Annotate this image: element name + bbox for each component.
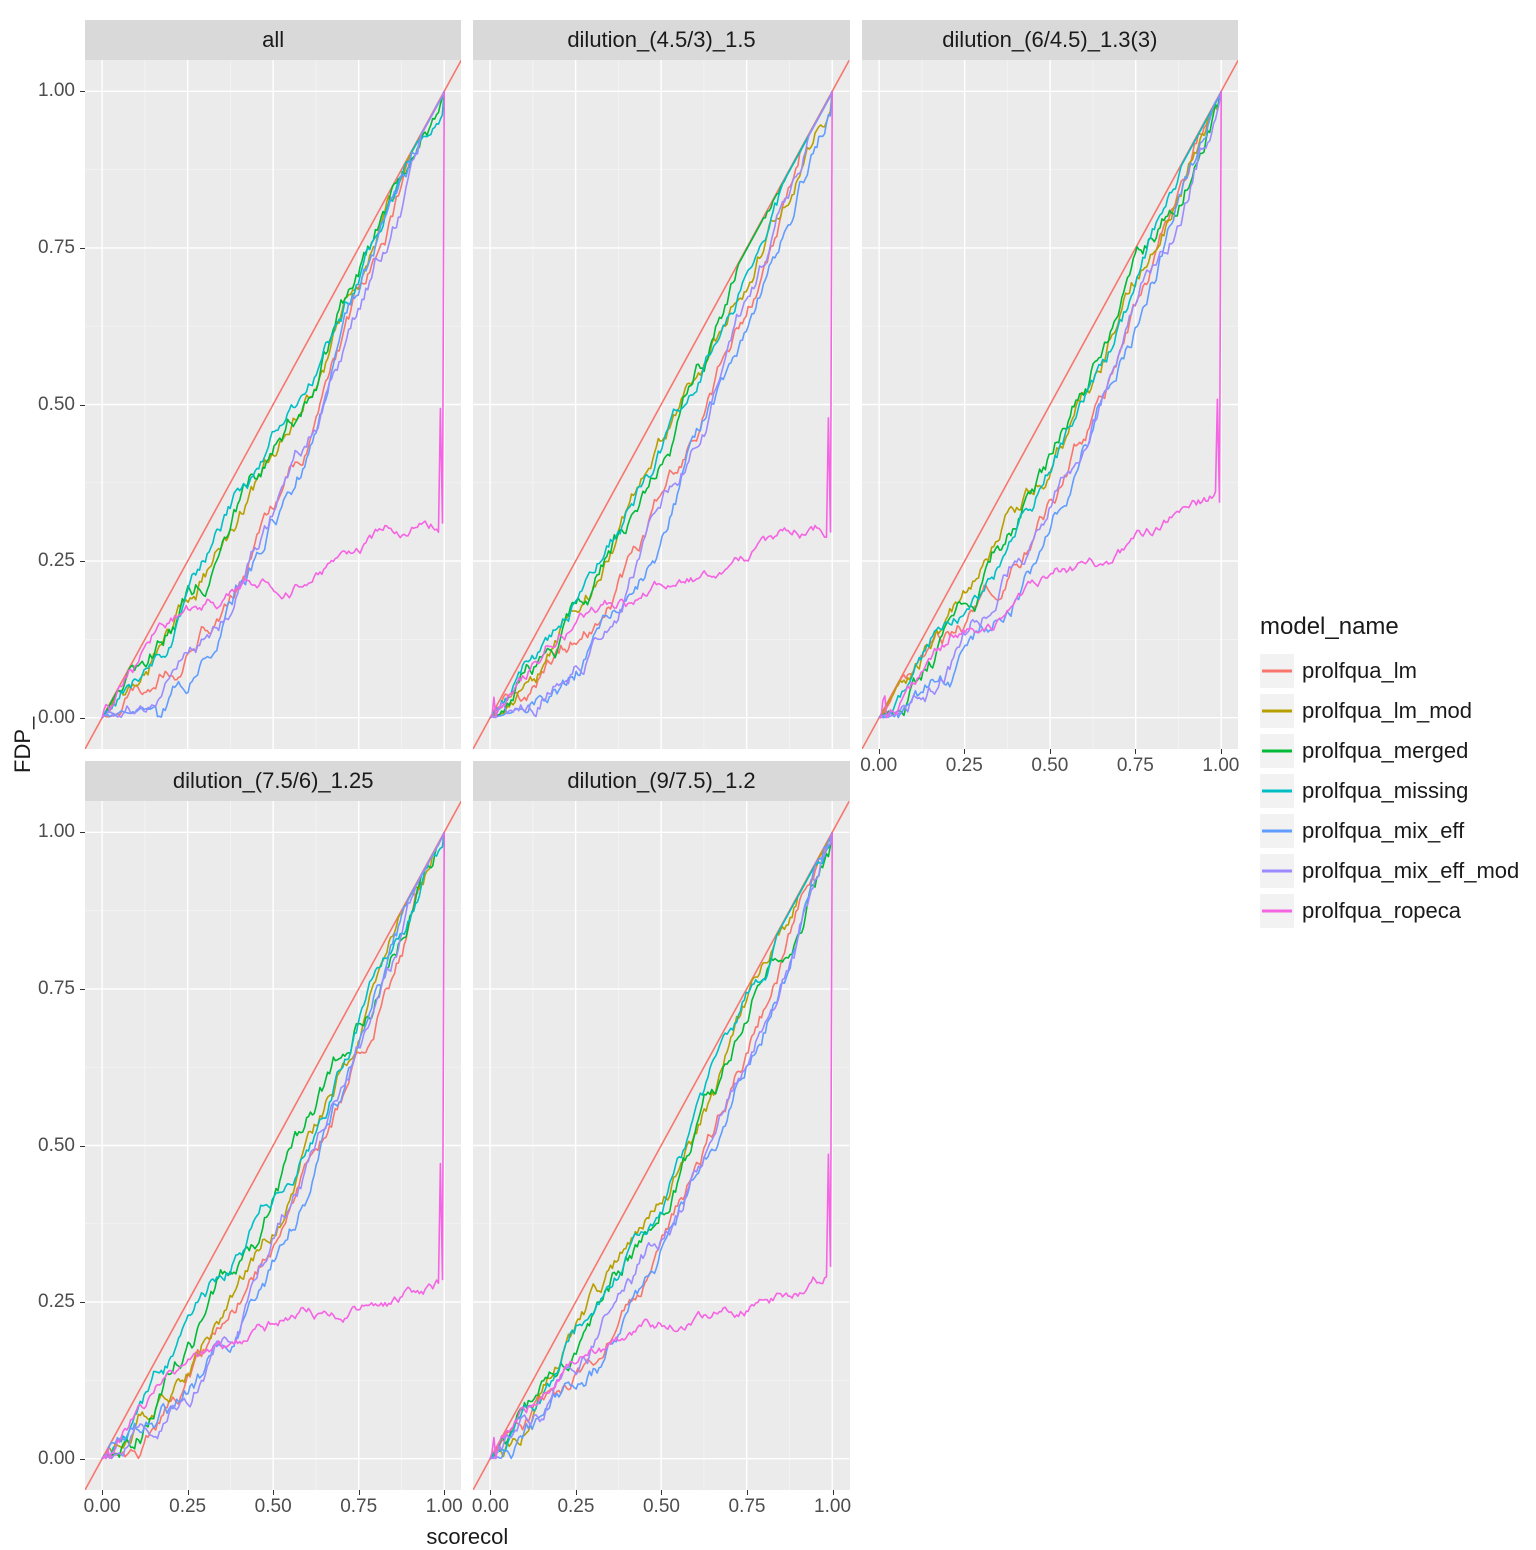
y-tick-label: 0.50 — [38, 394, 85, 416]
legend-line — [1262, 910, 1292, 913]
legend-item: prolfqua_ropeca — [1260, 891, 1519, 931]
x-tick-label: 0.25 — [557, 1490, 594, 1518]
legend-swatch — [1260, 734, 1294, 768]
y-axis-title: FDP_ — [10, 743, 36, 773]
x-tick-label: 0.75 — [1117, 749, 1154, 777]
x-tick-label: 0.50 — [1031, 749, 1068, 777]
facet: dilution_(7.5/6)_1.250.000.250.500.751.0… — [85, 761, 461, 1490]
x-tick-label: 0.00 — [84, 1490, 121, 1518]
facet: dilution_(6/4.5)_1.3(3)0.000.250.500.751… — [862, 20, 1238, 749]
y-tick-label: 1.00 — [38, 821, 85, 843]
legend-label: prolfqua_mix_eff_mod — [1302, 858, 1519, 884]
legend-line — [1262, 710, 1292, 713]
x-tick-label: 0.00 — [860, 749, 897, 777]
facet-panel: 0.000.250.500.751.00 — [85, 60, 461, 749]
x-tick-label: 1.00 — [814, 1490, 851, 1518]
facet-strip: dilution_(4.5/3)_1.5 — [473, 20, 849, 60]
x-tick-label: 0.25 — [169, 1490, 206, 1518]
legend-item: prolfqua_lm_mod — [1260, 691, 1519, 731]
facet-strip: all — [85, 20, 461, 60]
legend-swatch — [1260, 654, 1294, 688]
y-tick-label: 0.75 — [38, 237, 85, 259]
y-tick-label: 0.25 — [38, 1291, 85, 1313]
legend-swatch — [1260, 854, 1294, 888]
facet: dilution_(9/7.5)_1.20.000.250.500.751.00 — [473, 761, 849, 1490]
y-tick-label: 0.75 — [38, 978, 85, 1000]
legend-item: prolfqua_mix_eff — [1260, 811, 1519, 851]
legend-label: prolfqua_ropeca — [1302, 898, 1461, 924]
legend-label: prolfqua_missing — [1302, 778, 1468, 804]
legend: model_name prolfqua_lm prolfqua_lm_modprol… — [1260, 613, 1519, 931]
x-tick-label: 0.50 — [255, 1490, 292, 1518]
legend-label: prolfqua_lm_mod — [1302, 698, 1472, 724]
legend-swatch — [1260, 694, 1294, 728]
legend-swatch — [1260, 894, 1294, 928]
y-tick-label: 0.00 — [38, 707, 85, 729]
legend-label: prolfqua_merged — [1302, 738, 1468, 764]
legend-item: prolfqua_merged — [1260, 731, 1519, 771]
y-tick-label: 0.50 — [38, 1135, 85, 1157]
legend-label: prolfqua_mix_eff — [1302, 818, 1464, 844]
y-tick-label: 1.00 — [38, 80, 85, 102]
x-tick-label: 0.75 — [729, 1490, 766, 1518]
facet-panel — [473, 60, 849, 749]
legend-item: prolfqua_missing — [1260, 771, 1519, 811]
legend-swatch — [1260, 774, 1294, 808]
legend-line — [1262, 670, 1292, 673]
x-tick-label: 0.50 — [643, 1490, 680, 1518]
legend-line — [1262, 750, 1292, 753]
x-axis-title: scorecol — [85, 1524, 850, 1550]
x-tick-label: 0.75 — [340, 1490, 377, 1518]
y-tick-label: 0.25 — [38, 550, 85, 572]
x-tick-label: 1.00 — [426, 1490, 463, 1518]
facet-strip: dilution_(6/4.5)_1.3(3) — [862, 20, 1238, 60]
x-tick-label: 1.00 — [1202, 749, 1239, 777]
y-tick-label: 0.00 — [38, 1448, 85, 1470]
legend-item: prolfqua_mix_eff_mod — [1260, 851, 1519, 891]
legend-item: prolfqua_lm — [1260, 651, 1519, 691]
facet-strip: dilution_(7.5/6)_1.25 — [85, 761, 461, 801]
legend-title: model_name — [1260, 613, 1519, 641]
legend-line — [1262, 790, 1292, 793]
legend-line — [1262, 830, 1292, 833]
x-tick-label: 0.00 — [472, 1490, 509, 1518]
facet-panel: 0.000.250.500.751.000.000.250.500.751.00 — [85, 801, 461, 1490]
facet-strip: dilution_(9/7.5)_1.2 — [473, 761, 849, 801]
facet: dilution_(4.5/3)_1.5 — [473, 20, 849, 749]
facet-panel: 0.000.250.500.751.00 — [862, 60, 1238, 749]
facet-panel: 0.000.250.500.751.00 — [473, 801, 849, 1490]
legend-swatch — [1260, 814, 1294, 848]
x-tick-label: 0.25 — [946, 749, 983, 777]
facet: all0.000.250.500.751.00 — [85, 20, 461, 749]
legend-line — [1262, 870, 1292, 873]
legend-label: prolfqua_lm — [1302, 658, 1417, 684]
